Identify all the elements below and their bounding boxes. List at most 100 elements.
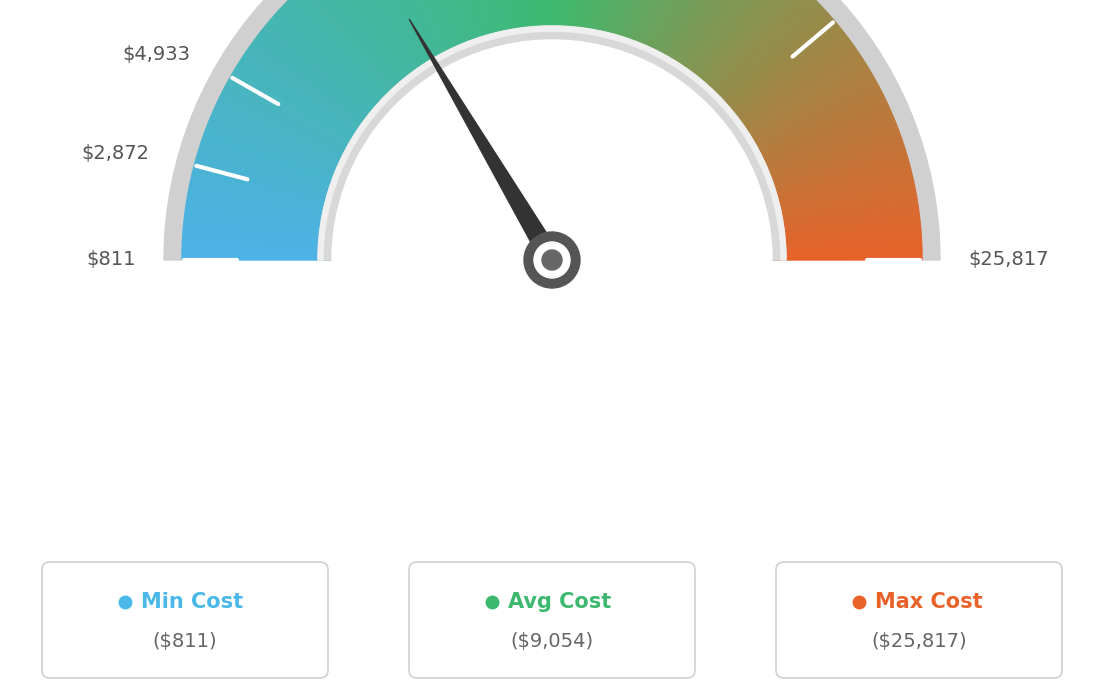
Text: ($811): ($811): [152, 633, 217, 651]
Wedge shape: [596, 0, 630, 45]
Wedge shape: [446, 0, 490, 49]
Wedge shape: [506, 0, 527, 41]
Wedge shape: [474, 0, 508, 45]
Wedge shape: [736, 57, 863, 141]
Wedge shape: [371, 0, 446, 68]
Wedge shape: [301, 0, 404, 99]
Wedge shape: [771, 214, 920, 234]
Wedge shape: [599, 0, 636, 46]
FancyBboxPatch shape: [776, 562, 1062, 678]
Wedge shape: [392, 0, 458, 61]
Wedge shape: [359, 0, 438, 72]
Wedge shape: [698, 0, 799, 96]
Wedge shape: [679, 0, 767, 81]
Wedge shape: [284, 3, 394, 108]
Wedge shape: [566, 0, 578, 41]
Wedge shape: [671, 0, 755, 76]
Wedge shape: [241, 57, 368, 141]
Wedge shape: [747, 90, 882, 160]
Wedge shape: [500, 0, 522, 42]
Wedge shape: [253, 40, 375, 130]
Text: ($25,817): ($25,817): [871, 633, 967, 651]
Wedge shape: [466, 0, 502, 46]
Wedge shape: [330, 0, 422, 84]
Circle shape: [542, 250, 562, 270]
Wedge shape: [509, 0, 528, 41]
Wedge shape: [514, 0, 531, 41]
Bar: [0, 260, 1104, 690]
Wedge shape: [659, 0, 735, 69]
Wedge shape: [198, 151, 342, 197]
Wedge shape: [379, 0, 450, 66]
Wedge shape: [426, 0, 479, 53]
Wedge shape: [361, 0, 440, 72]
Wedge shape: [742, 74, 873, 151]
Wedge shape: [716, 15, 831, 116]
Wedge shape: [457, 0, 497, 48]
Wedge shape: [730, 43, 853, 132]
Wedge shape: [339, 0, 427, 80]
Wedge shape: [367, 0, 443, 70]
Wedge shape: [238, 61, 367, 144]
Wedge shape: [755, 119, 895, 177]
Wedge shape: [728, 38, 850, 129]
Wedge shape: [407, 0, 468, 57]
Wedge shape: [757, 126, 899, 182]
Wedge shape: [382, 0, 453, 65]
Wedge shape: [184, 214, 333, 234]
Wedge shape: [697, 0, 797, 95]
Wedge shape: [182, 246, 332, 253]
Wedge shape: [754, 113, 893, 174]
Wedge shape: [347, 0, 432, 77]
Polygon shape: [410, 19, 561, 265]
Wedge shape: [749, 92, 883, 161]
Wedge shape: [667, 0, 747, 73]
Wedge shape: [523, 0, 537, 41]
Wedge shape: [580, 0, 602, 42]
Wedge shape: [681, 0, 772, 83]
Wedge shape: [205, 129, 347, 184]
Wedge shape: [700, 0, 803, 99]
Wedge shape: [246, 50, 371, 137]
Wedge shape: [573, 0, 590, 41]
Wedge shape: [432, 0, 482, 52]
Wedge shape: [756, 121, 896, 179]
Wedge shape: [729, 40, 851, 130]
Wedge shape: [188, 193, 336, 222]
Wedge shape: [497, 0, 521, 43]
Wedge shape: [657, 0, 730, 67]
Wedge shape: [762, 148, 905, 195]
Wedge shape: [607, 0, 647, 48]
Wedge shape: [676, 0, 763, 79]
Wedge shape: [614, 0, 658, 49]
Wedge shape: [194, 162, 340, 204]
Wedge shape: [625, 0, 678, 53]
Wedge shape: [701, 0, 805, 99]
Wedge shape: [502, 0, 524, 42]
Wedge shape: [265, 24, 382, 121]
Wedge shape: [460, 0, 499, 47]
Wedge shape: [195, 159, 340, 202]
Text: $2,872: $2,872: [82, 144, 150, 163]
Wedge shape: [586, 0, 613, 43]
Wedge shape: [184, 210, 333, 233]
Wedge shape: [357, 0, 437, 73]
Wedge shape: [463, 0, 500, 46]
Wedge shape: [332, 40, 772, 260]
Wedge shape: [593, 0, 624, 44]
Wedge shape: [183, 234, 332, 246]
Wedge shape: [760, 137, 902, 189]
Wedge shape: [323, 0, 417, 87]
Wedge shape: [636, 0, 697, 57]
Wedge shape: [772, 243, 922, 251]
Wedge shape: [206, 124, 348, 181]
Wedge shape: [756, 124, 898, 181]
Wedge shape: [183, 222, 333, 239]
Wedge shape: [455, 0, 496, 48]
Wedge shape: [771, 210, 920, 233]
Wedge shape: [397, 0, 461, 60]
Wedge shape: [211, 113, 350, 174]
Wedge shape: [486, 0, 514, 43]
Wedge shape: [187, 199, 335, 226]
Wedge shape: [772, 251, 922, 257]
